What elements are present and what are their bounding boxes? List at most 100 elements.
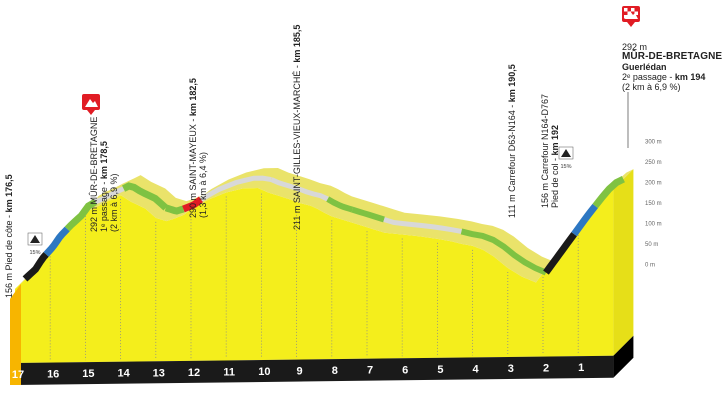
km-tick-label-8: 8 [332,365,338,377]
waypoint-0-part-1: km 176,5 [4,174,14,212]
waypoint-2-part-1: km 182,5 [188,78,198,116]
waypoint-4-part-1: km 190,5 [507,64,517,102]
km-gridlines [14,193,579,361]
km-tick-label-6: 6 [402,364,408,376]
ridge-segment-11 [383,217,462,234]
finish-altitude: 292 m [622,42,648,52]
waypoint-0-line-0: 156 m Pied de côte - km 176,5 [4,174,14,298]
climb-flag-1 [82,94,100,115]
waypoint-3-part-0: 211 m SAINT-GILLES-VIEUX-MARCHÉ - [292,63,302,230]
km-tick-label-12: 12 [188,367,200,379]
climb-marker-start-grade: 15% [29,250,40,256]
waypoint-5-part-2: km 192 [550,125,560,156]
km-tick-label-10: 10 [258,366,270,378]
waypoint-4-part-0: 111 m Carrefour D63-N164 - [507,102,517,218]
ridge-segment-14 [571,203,598,237]
base-start-foot [10,363,21,385]
km-tick-label-5: 5 [437,364,443,376]
waypoint-1-part-2: km 178,5 [99,141,109,179]
waypoint-label-5: 156 m Carrefour N164-D767 Pied de col - k… [540,94,560,208]
km-tick-label-17: 17 [12,369,24,381]
waypoint-2-part-0: 290 m SAINT-MAYEUX - [188,116,198,218]
climb-marker-col: 15% [558,146,574,170]
altitude-tick-100: 100 m [645,222,662,228]
km-tick-label-14: 14 [117,368,130,380]
waypoint-3-part-1: km 185,5 [292,25,302,63]
ridge-segment-13 [543,232,577,275]
waypoint-label-0: 156 m Pied de côte - km 176,5 [4,174,14,298]
waypoint-5-part-1: Pied de col - [550,155,560,208]
climb-marker-col-grade: 15% [560,164,571,170]
finish-block: 292 m MÛR-DE-BRETAGNE Guerlédan 2ᵉ passa… [622,42,726,92]
climb-marker-col-peak-icon [561,149,571,157]
terrain-side-cap [613,169,634,356]
waypoint-1-part-3: (2 km à 6,9 %) [109,173,119,232]
finish-passage: 2ᵉ passage - [622,72,675,82]
km-tick-label-15: 15 [82,368,94,380]
climb-flag-1-pointer [87,110,95,115]
km-tick-label-11: 11 [223,366,235,378]
km-tick-label-7: 7 [367,365,373,377]
base-band-end [613,335,634,378]
waypoint-label-3: 211 m SAINT-GILLES-VIEUX-MARCHÉ - km 185… [292,25,302,230]
waypoint-1-line-0: 292 m MÛR-DE-BRETAGNE [89,117,99,232]
altitude-tick-250: 250 m [645,160,662,166]
km-tick-label-9: 9 [297,366,303,378]
ridge-segment-2 [64,198,98,232]
finish-subname: Guerlédan [622,62,667,72]
km-tick-label-4: 4 [473,363,480,375]
waypoint-4-line-0: 111 m Carrefour D63-N164 - km 190,5 [507,64,517,218]
km-tick-label-1: 1 [578,362,584,374]
finish-check-1-1 [627,11,631,15]
ridge-segment-4 [122,182,169,211]
ridge-segment-8 [270,177,329,202]
ridge-segment-0 [22,252,49,282]
finish-km: km 194 [674,72,706,82]
waypoint-3-line-0: 211 m SAINT-GILLES-VIEUX-MARCHÉ - km 185… [292,25,302,230]
waypoint-label-1: 292 m MÛR-DE-BRETAGNE 1ᵉ passage - km 178… [89,117,119,232]
altitude-scale: 0 m 50 m 100 m 150 m 200 m 250 m 300 m [645,140,662,269]
waypoint-label-4: 111 m Carrefour D63-N164 - km 190,5 [507,64,517,218]
waypoint-0-part-0: 156 m Pied de côte - [4,212,14,298]
waypoint-1-line-1: 1ᵉ passage - km 178,5 [99,141,109,232]
terrain-front-face [15,188,614,363]
waypoint-2-line-1: (1,3 km à 6,4 %) [198,152,208,218]
waypoint-1-line-2: (2 km à 6,9 %) [109,173,119,232]
ridge-segment-1 [43,226,70,257]
ridge-segment-12 [460,228,548,276]
waypoint-5-line-0: 156 m Carrefour N164-D767 [540,94,550,208]
climb-marker-start: 15% [27,232,43,256]
altitude-tick-0: 0 m [645,263,655,269]
waypoint-5-part-0: 156 m Carrefour N164-D767 [540,94,550,208]
finish-check-0-2 [631,8,635,12]
finish-check-1-3 [634,11,638,15]
base-start-block [10,283,21,363]
finish-flag-pointer [627,22,635,27]
waypoint-labels: 156 m Pied de côte - km 176,5 292 m MÛR-D… [4,25,560,298]
climb-icons: 15% 15% [27,6,640,256]
waypoint-label-2: 290 m SAINT-MAYEUX - km 182,5(1,3 km à 6… [188,78,208,218]
km-tick-label-13: 13 [153,367,165,379]
altitude-tick-300: 300 m [645,140,662,146]
waypoint-1-part-1: 1ᵉ passage - [99,179,109,232]
ridge-segment-5 [164,204,185,215]
ridge-segment-3 [94,186,125,205]
finish-check-2-2 [631,15,635,19]
ridge-segments [22,175,625,282]
finish-flag [622,6,640,27]
climb-flag-1-mountain-icon [85,99,98,107]
finish-name: MÛR-DE-BRETAGNE [622,51,723,62]
altitude-tick-150: 150 m [645,201,662,207]
km-tick-label-2: 2 [543,363,549,375]
waypoint-2-line-0: 290 m SAINT-MAYEUX - km 182,5 [188,78,198,218]
ridge-segment-7 [199,175,272,202]
base-band: 17 16 15 14 13 12 11 10 9 8 7 6 5 4 3 2 1 [10,283,634,385]
km-tick-label-16: 16 [47,369,59,381]
waypoint-2-part-2: (1,3 km à 6,4 %) [198,152,208,218]
finish-climb: (2 km à 6,9 %) [622,82,681,92]
altitude-tick-50: 50 m [645,242,658,248]
waypoint-5-line-1: Pied de col - km 192 [550,125,560,208]
ridge-segment-6 [182,196,204,213]
terrain-layer [15,168,634,363]
